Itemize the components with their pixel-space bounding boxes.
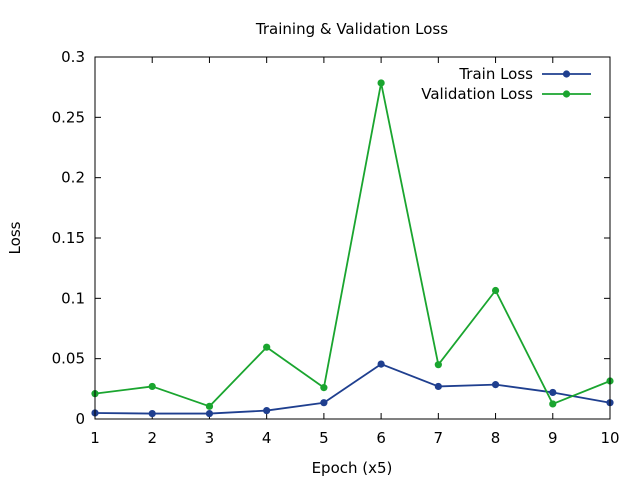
- data-point-train-loss: [549, 388, 557, 397]
- x-axis-label: Epoch (x5): [312, 459, 393, 477]
- series-line-validation-loss: [94, 82, 611, 408]
- y-tick-label: 0.25: [52, 108, 85, 126]
- legend-label: Validation Loss: [421, 85, 533, 103]
- x-tick-label: 8: [491, 429, 501, 447]
- data-point-validation-loss: [549, 400, 557, 408]
- y-tick-label: 0.1: [61, 289, 85, 307]
- data-point-validation-loss: [491, 286, 500, 295]
- legend-label: Train Loss: [458, 65, 533, 83]
- data-point-train-loss: [377, 360, 385, 368]
- y-tick-label: 0: [75, 410, 85, 428]
- x-tick-label: 1: [90, 429, 100, 447]
- legend-marker: [562, 90, 571, 98]
- chart-title: Training & Validation Loss: [255, 20, 448, 38]
- data-point-train-loss: [491, 381, 500, 389]
- x-tick-label: 9: [548, 429, 558, 447]
- legend-entry-validation-loss: Validation Loss: [421, 85, 591, 103]
- data-point-train-loss: [263, 406, 271, 415]
- legend-entry-train-loss: Train Loss: [458, 65, 591, 83]
- data-point-validation-loss: [320, 384, 328, 392]
- data-point-validation-loss: [263, 343, 271, 351]
- x-tick-label: 10: [600, 429, 619, 447]
- data-point-train-loss: [434, 382, 442, 391]
- series-line-train-loss: [94, 363, 611, 415]
- data-point-train-loss: [148, 409, 156, 418]
- x-tick-label: 3: [205, 429, 215, 447]
- data-point-validation-loss: [377, 79, 385, 87]
- x-tick-label: 5: [319, 429, 329, 447]
- y-axis-label: Loss: [6, 221, 24, 254]
- y-tick-label: 0.2: [61, 169, 85, 187]
- x-tick-label: 2: [147, 429, 157, 447]
- data-point-train-loss: [320, 399, 328, 407]
- x-tick-label: 7: [434, 429, 444, 447]
- series-train-loss: [91, 360, 614, 418]
- axis-ticks: 0 0.05 0.1 0.15 0.2 0.25 0.3 1 2 3 4 5 6 7 8 9 10: [52, 48, 620, 447]
- series-validation-loss: [91, 79, 614, 410]
- y-tick-label: 0.15: [52, 229, 85, 247]
- data-point-validation-loss: [434, 361, 442, 369]
- data-point-train-loss: [205, 409, 214, 418]
- legend-marker: [562, 70, 571, 78]
- y-tick-label: 0.3: [61, 48, 85, 66]
- x-tick-label: 4: [262, 429, 272, 447]
- data-point-validation-loss: [205, 402, 214, 410]
- plot-series: [91, 79, 614, 418]
- plot-frame: [94, 56, 611, 420]
- legend: Train Loss Validation Loss: [421, 65, 591, 103]
- y-tick-label: 0.05: [52, 350, 85, 368]
- data-point-validation-loss: [148, 382, 156, 391]
- x-tick-label: 6: [376, 429, 386, 447]
